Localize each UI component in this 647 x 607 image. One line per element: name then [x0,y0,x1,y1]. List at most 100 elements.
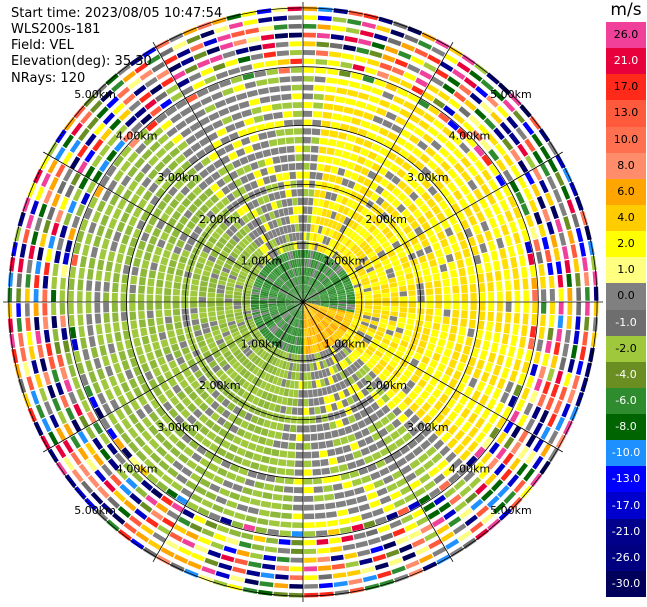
velocity-gate [316,361,321,370]
velocity-gate [287,270,293,279]
velocity-gate [405,472,417,483]
velocity-gate [361,475,372,484]
velocity-gate [363,178,372,188]
velocity-gate [335,419,344,428]
velocity-gate [356,390,365,400]
velocity-gate [277,459,287,467]
velocity-gate [294,299,303,302]
velocity-gate [103,292,110,302]
velocity-gate [242,333,252,340]
velocity-gate [355,298,364,302]
velocity-gate [440,238,449,248]
velocity-gate [150,398,161,410]
velocity-gate [122,404,133,416]
velocity-gate [181,308,189,315]
velocity-gate [275,574,289,580]
velocity-gate [425,146,437,158]
velocity-gate [365,200,375,209]
velocity-gate [421,402,432,412]
velocity-gate [309,291,317,297]
velocity-gate [73,242,82,255]
velocity-gate [299,241,303,250]
velocity-gate [88,221,97,234]
velocity-gate [454,251,463,261]
velocity-gate [325,502,336,510]
velocity-gate [365,266,375,273]
velocity-gate [267,274,276,282]
velocity-gate [500,224,510,236]
velocity-gate [502,406,513,419]
velocity-gate [338,361,346,370]
velocity-gate [381,310,390,316]
velocity-gate [279,76,291,83]
velocity-gate [321,120,331,128]
velocity-gate [372,115,384,125]
velocity-gate [337,78,350,86]
velocity-gate [421,191,431,202]
velocity-gate [242,72,255,81]
velocity-gate [305,328,309,337]
velocity-gate [372,285,381,291]
velocity-gate [476,359,485,370]
velocity-gate [475,264,484,274]
velocity-gate [424,349,433,358]
velocity-gate [291,540,303,546]
velocity-gate [439,331,448,340]
velocity-gate [121,447,133,459]
velocity-gate [158,460,170,471]
velocity-gate [413,385,423,395]
velocity-gate [313,477,323,485]
velocity-gate [128,136,141,149]
velocity-gate [463,470,476,483]
velocity-gate [347,376,356,385]
velocity-gate [406,278,415,285]
velocity-gate [94,469,107,483]
velocity-gate [330,211,337,220]
velocity-gate [310,305,319,310]
velocity-gate [448,472,460,484]
velocity-gate [109,241,119,252]
velocity-gate [403,185,414,196]
velocity-gate [80,337,88,349]
velocity-gate [180,160,192,171]
velocity-gate [167,467,179,478]
velocity-gate [181,346,191,355]
velocity-gate [297,328,301,337]
velocity-gate [300,293,303,302]
velocity-gate [448,378,458,389]
velocity-gate [134,436,146,448]
elevation-label: Elevation(deg): 35.30 [11,54,152,69]
velocity-gate [272,7,287,13]
colorbar-swatch [606,492,646,520]
velocity-gate [461,293,469,302]
velocity-gate [250,415,259,424]
velocity-gate [558,202,568,217]
velocity-gate [250,296,260,300]
velocity-gate [319,378,326,387]
velocity-gate [416,516,429,527]
velocity-gate [340,61,353,69]
velocity-gate [306,336,310,346]
velocity-gate [137,354,147,365]
velocity-gate [379,318,388,325]
velocity-gate [30,390,40,405]
velocity-gate [299,328,302,337]
velocity-gate [303,299,312,302]
velocity-gate [307,327,311,337]
velocity-gate [210,194,220,204]
velocity-gate [420,261,429,270]
velocity-gate [232,384,241,394]
velocity-gate [207,302,215,307]
velocity-gate [122,462,135,475]
velocity-gate [233,305,242,310]
velocity-gate [363,520,376,529]
velocity-gate [262,149,272,158]
velocity-gate [344,425,353,435]
velocity-gate [541,236,550,250]
velocity-gate [425,314,433,322]
velocity-gate [318,6,333,13]
velocity-gate [343,216,351,226]
velocity-gate [347,241,356,250]
velocity-gate [124,339,133,350]
velocity-gate [224,294,233,299]
